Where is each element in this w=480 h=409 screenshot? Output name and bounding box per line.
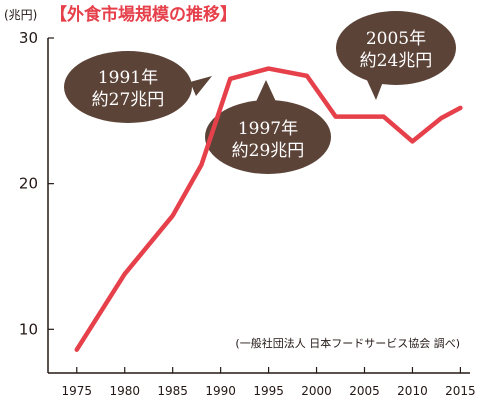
annotation-2005-value: 約24兆円 bbox=[360, 51, 433, 71]
plot-area bbox=[74, 66, 463, 352]
annotation-2005-year: 2005年 bbox=[366, 29, 426, 49]
chart-title: 【外食市場規模の推移】 bbox=[50, 4, 237, 25]
annotation-1997-bubble bbox=[205, 100, 331, 174]
x-tick-label-7: 2010 bbox=[397, 384, 428, 398]
y-tick-label-1: 20 bbox=[19, 175, 38, 193]
annotation-1991: 1991年 約27兆円 bbox=[64, 51, 212, 123]
source-note: (一般社団法人 日本フードサービス協会 調べ) bbox=[235, 336, 460, 350]
annotation-1997: 1997年 約29兆円 bbox=[205, 80, 331, 174]
annotation-1991-value: 約27兆円 bbox=[92, 90, 165, 110]
y-unit-label: (兆円) bbox=[4, 8, 37, 22]
x-tick-label-6: 2005 bbox=[349, 384, 380, 398]
annotation-1997-value: 約29兆円 bbox=[232, 141, 305, 161]
x-tick-label-0: 1975 bbox=[61, 384, 92, 398]
y-ticks: 10 20 30 bbox=[19, 29, 54, 338]
x-tick-label-2: 1985 bbox=[157, 384, 188, 398]
annotation-1991-bubble bbox=[64, 51, 192, 123]
axes bbox=[47, 38, 470, 374]
annotation-bubbles: 1991年 約27兆円 1997年 約29兆円 2005年 約24兆円 bbox=[64, 11, 456, 174]
y-tick-label-2: 30 bbox=[19, 29, 38, 47]
annotation-2005: 2005年 約24兆円 bbox=[336, 11, 456, 100]
annotation-1997-year: 1997年 bbox=[238, 119, 298, 139]
y-tick-label-0: 10 bbox=[19, 320, 38, 338]
x-tick-label-1: 1980 bbox=[109, 384, 140, 398]
x-tick-label-5: 2000 bbox=[301, 384, 332, 398]
x-tick-label-8: 2015 bbox=[445, 384, 476, 398]
x-tick-label-3: 1990 bbox=[205, 384, 236, 398]
annotation-1997-pointer bbox=[254, 80, 278, 106]
annotation-1991-pointer bbox=[190, 76, 212, 96]
x-ticks: 1975 1980 1985 1990 1995 2000 2005 2010 2015 bbox=[61, 367, 476, 398]
annotation-2005-bubble bbox=[336, 11, 456, 85]
annotation-1991-year: 1991年 bbox=[98, 68, 158, 88]
x-tick-label-4: 1995 bbox=[253, 384, 284, 398]
series-line-0 bbox=[74, 66, 463, 352]
